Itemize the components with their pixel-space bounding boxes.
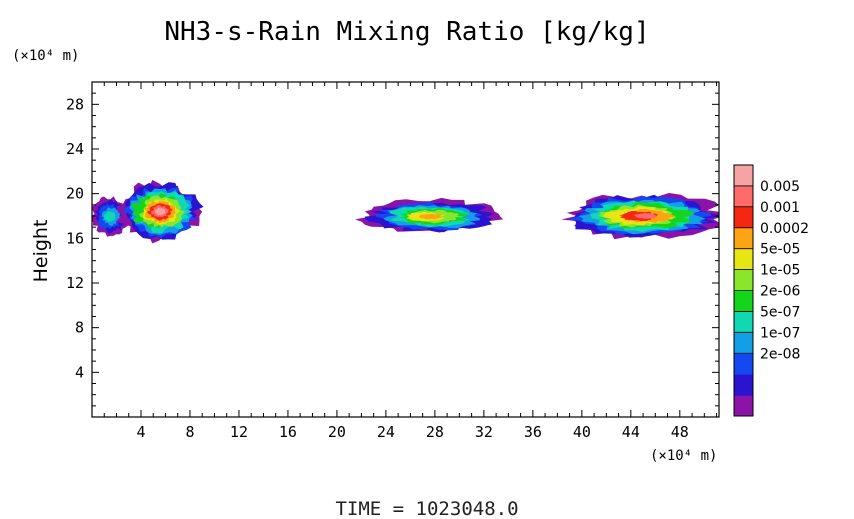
- rain-contour: [103, 211, 116, 223]
- colorbar-label: 2e-06: [760, 284, 800, 300]
- x-tick-label: 8: [185, 423, 194, 441]
- x-tick-label: 36: [524, 423, 542, 441]
- rain-contour: [418, 213, 443, 220]
- x-tick-label: 48: [671, 423, 689, 441]
- colorbar-swatch: [734, 185, 753, 208]
- colorbar-swatch: [734, 206, 753, 229]
- colorbar-label: 0.001: [760, 200, 800, 216]
- rain-contour: [633, 213, 658, 219]
- x-axis-unit: (×10⁴ m): [650, 448, 717, 464]
- colorbar-label: 5e-05: [760, 242, 800, 258]
- y-tick-label: 12: [66, 274, 84, 292]
- colorbar-swatch: [734, 165, 753, 187]
- x-tick-label: 44: [622, 423, 640, 441]
- y-tick-label: 4: [75, 363, 84, 381]
- axis-ticks: [92, 82, 719, 417]
- plot-frame: [91, 81, 720, 418]
- colorbar-label: 1e-07: [760, 325, 800, 341]
- y-tick-label: 20: [66, 185, 84, 203]
- rain-field: [92, 179, 719, 244]
- time-label: TIME = 1023048.0: [335, 498, 518, 519]
- colorbar-label: 5e-07: [760, 304, 800, 320]
- x-tick-label: 20: [328, 423, 346, 441]
- x-tick-label: 12: [230, 423, 248, 441]
- colorbar-swatch: [734, 374, 753, 396]
- colorbar-label: 1e-05: [760, 263, 800, 279]
- colorbar-swatch: [734, 353, 753, 375]
- colorbar-label: 0.0002: [760, 221, 809, 237]
- colorbar: 0.005 0.001 0.0002 5e-05 1e-05 2e-06 5e-07 1e-0…: [733, 164, 809, 417]
- x-tick-label: 24: [377, 423, 395, 441]
- colorbar-swatch: [734, 311, 753, 333]
- colorbar-swatch: [734, 290, 753, 312]
- y-axis-unit: (×10⁴ m): [12, 48, 79, 64]
- y-tick-label: 16: [66, 229, 84, 247]
- colorbar-label: 2e-08: [760, 346, 800, 362]
- x-tick-label: 16: [279, 423, 297, 441]
- colorbar-swatch: [734, 227, 753, 250]
- colorbar-label: 0.005: [760, 179, 800, 195]
- x-tick-label: 28: [426, 423, 444, 441]
- x-tick-label: 4: [136, 423, 145, 441]
- x-tick-label: 40: [573, 423, 591, 441]
- chart-title: NH3-s-Rain Mixing Ratio [kg/kg]: [164, 17, 649, 47]
- y-tick-label: 24: [66, 140, 84, 158]
- colorbar-swatch: [734, 395, 753, 417]
- colorbar-swatch: [734, 332, 753, 354]
- y-tick-label: 28: [66, 95, 84, 113]
- y-tick-label: 8: [75, 319, 84, 337]
- x-tick-label: 32: [475, 423, 493, 441]
- rain-contour: [154, 207, 166, 216]
- colorbar-swatch: [734, 248, 753, 271]
- y-axis-label: Height: [30, 220, 52, 283]
- colorbar-swatch: [734, 269, 753, 291]
